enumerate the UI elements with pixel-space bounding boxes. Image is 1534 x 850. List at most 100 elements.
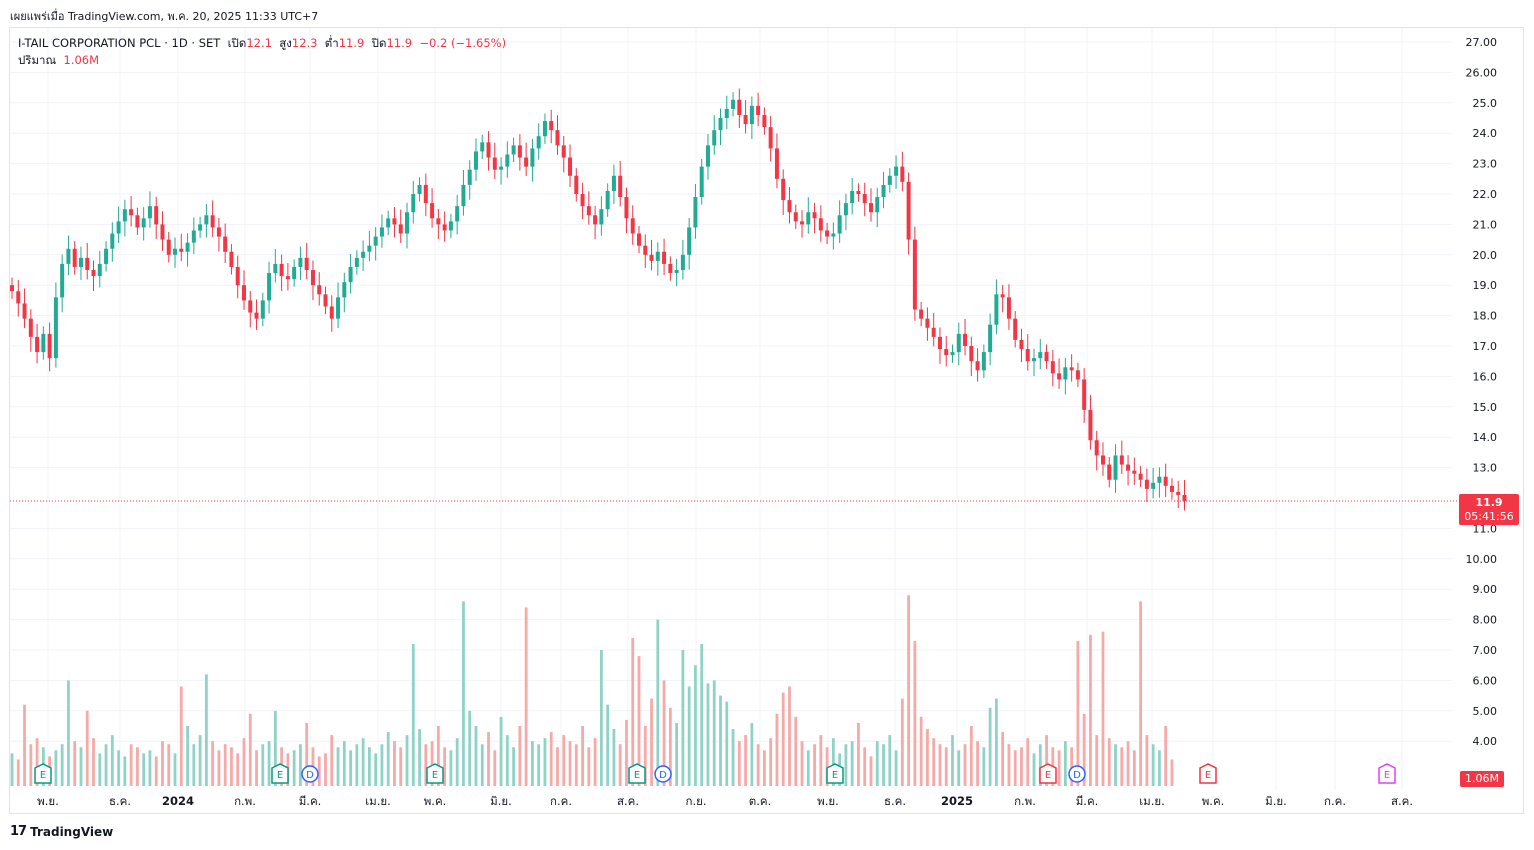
volume-bar <box>1070 747 1074 786</box>
candle-body <box>1182 494 1187 502</box>
candle-body <box>310 270 315 286</box>
low-label: ต่ำ <box>324 36 339 50</box>
candle-body <box>154 206 159 225</box>
x-tick-label: ก.ค. <box>1324 794 1346 808</box>
candle-body <box>216 227 221 237</box>
candle-body <box>806 212 811 225</box>
tradingview-brand[interactable]: 17 TradingView <box>10 824 113 839</box>
candle-body <box>135 215 140 228</box>
volume-bar <box>292 750 296 786</box>
candle-body <box>643 245 648 255</box>
candle-body <box>97 263 102 277</box>
volume-bar <box>1158 750 1161 786</box>
y-tick-label: 27.00 <box>1466 36 1498 49</box>
volume-bar <box>875 741 879 786</box>
volume-bar <box>54 750 58 786</box>
candle-body <box>179 248 184 252</box>
volume-bar <box>725 701 729 786</box>
volume-bar <box>1164 726 1168 786</box>
volume-bar <box>505 735 509 786</box>
volume-bar <box>662 680 666 786</box>
candle-body <box>1069 367 1074 371</box>
candle-body <box>850 190 855 204</box>
candle-body <box>317 285 322 295</box>
x-tick-label: ก.พ. <box>1014 794 1036 808</box>
candle-body <box>988 324 993 353</box>
candle-body <box>737 99 742 115</box>
volume-bar <box>656 619 660 786</box>
candle-body <box>1075 370 1080 380</box>
volume-bar <box>493 750 497 786</box>
low-value: 11.9 <box>338 36 365 50</box>
volume-label: ปริมาณ <box>18 53 57 67</box>
volume-bar <box>349 750 352 786</box>
y-tick-label: 23.0 <box>1473 158 1498 171</box>
candle-body <box>442 224 447 231</box>
volume-bar <box>675 722 679 786</box>
volume-bar <box>625 719 628 786</box>
close-label: ปิด <box>371 36 387 50</box>
volume-bar <box>537 744 541 786</box>
symbol-title[interactable]: I-TAIL CORPORATION PCL · 1D · SET <box>18 36 221 50</box>
candle-body <box>323 294 328 307</box>
candle-body <box>198 224 203 231</box>
candle-body <box>1044 352 1049 362</box>
volume-bar <box>468 710 472 786</box>
candle-body <box>304 257 309 270</box>
candle-body <box>831 233 836 237</box>
candle-body <box>825 230 830 237</box>
candle-body <box>185 242 190 252</box>
candle-body <box>868 203 873 213</box>
volume-bar <box>380 744 384 786</box>
event-marker-label: E <box>40 770 46 781</box>
candle-body <box>624 197 629 219</box>
candle-body <box>405 212 410 234</box>
candle-body <box>1169 485 1174 492</box>
volume-bar <box>10 753 14 786</box>
candle-body <box>718 118 723 131</box>
volume-bar <box>681 650 685 786</box>
candle-body <box>85 257 90 270</box>
volume-bar <box>154 756 158 786</box>
candle-body <box>800 221 805 225</box>
last-volume-tag: 1.06M <box>1460 771 1504 787</box>
volume-bar <box>230 747 233 786</box>
candle-body <box>461 184 466 207</box>
candle-body <box>1057 373 1062 380</box>
volume-bar <box>449 750 453 786</box>
candle-body <box>687 227 692 255</box>
volume-bar <box>79 747 83 786</box>
candle-body <box>944 349 949 356</box>
volume-bar <box>242 738 246 786</box>
candle-body <box>743 114 748 125</box>
y-tick-label: 7.00 <box>1473 644 1498 657</box>
volume-bar <box>543 738 547 786</box>
candle-body <box>680 254 685 270</box>
volume-bar <box>474 726 478 786</box>
volume-bar <box>361 738 365 786</box>
candle-body <box>147 206 152 219</box>
volume-bar <box>374 753 378 786</box>
candle-body <box>981 352 986 371</box>
volume-bar <box>223 744 227 786</box>
candle-body <box>392 218 397 225</box>
candle-body <box>129 209 134 216</box>
volume-bar <box>299 744 302 786</box>
volume-bar <box>1045 735 1048 786</box>
candle-body <box>1100 455 1105 465</box>
candle-body <box>16 291 21 304</box>
volume-bar <box>67 680 70 786</box>
candle-body <box>273 263 278 274</box>
volume-bar <box>85 710 89 786</box>
volume-bar <box>443 747 447 786</box>
x-tick-label: ก.ค. <box>550 794 572 808</box>
volume-bar <box>1095 735 1099 786</box>
volume-bar <box>643 726 647 786</box>
candle-body <box>674 270 679 274</box>
candle-body <box>793 212 798 222</box>
candle-body <box>411 194 416 213</box>
volume-bar <box>788 686 791 786</box>
y-tick-label: 16.0 <box>1473 370 1498 383</box>
candle-body <box>254 312 259 319</box>
